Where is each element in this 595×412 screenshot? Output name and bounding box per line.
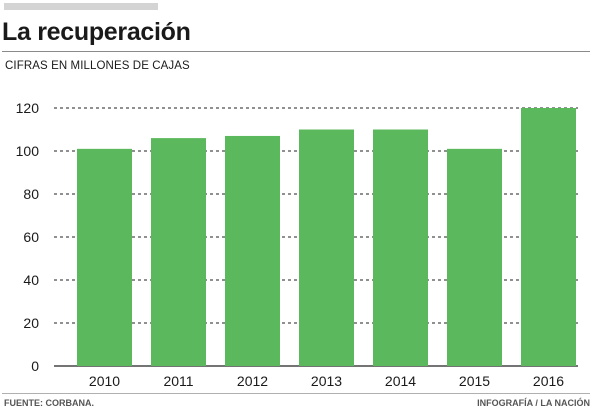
x-tick-label-2016: 2016: [533, 373, 564, 389]
title-accent-bar: [4, 3, 158, 10]
y-tick-label: 120: [16, 100, 40, 116]
bar-2016: [521, 108, 576, 366]
y-tick-label: 40: [23, 272, 39, 288]
y-tick-label: 100: [16, 143, 40, 159]
bar-2014: [373, 129, 428, 366]
chart-title: La recuperación: [2, 18, 191, 46]
y-tick-label: 60: [23, 229, 39, 245]
bar-2015: [447, 148, 502, 366]
footer-divider: [2, 393, 590, 394]
x-tick-label-2010: 2010: [89, 373, 120, 389]
credit-note: INFOGRAFÍA / LA NACIÓN: [477, 398, 590, 408]
y-tick-label: 80: [23, 186, 39, 202]
bar-2013: [299, 129, 354, 366]
y-tick-label: 20: [23, 315, 39, 331]
x-tick-label-2014: 2014: [385, 373, 416, 389]
x-tick-label-2013: 2013: [311, 373, 342, 389]
x-axis-ticks: 2010 2011 2012 2013 2014 2015 2016: [89, 373, 564, 389]
source-note: FUENTE: CORBANA.: [4, 398, 94, 408]
bar-2010: [77, 148, 132, 366]
x-tick-label-2015: 2015: [459, 373, 490, 389]
y-tick-label: 0: [31, 358, 39, 374]
x-tick-label-2012: 2012: [237, 373, 268, 389]
x-tick-label-2011: 2011: [163, 373, 193, 389]
bars: [77, 108, 576, 366]
chart-subtitle: CIFRAS EN MILLONES DE CAJAS: [5, 60, 190, 72]
bar-2012: [225, 135, 280, 366]
title-divider: [2, 51, 590, 52]
y-axis-ticks: 0 20 40 60 80 100 120: [16, 100, 40, 374]
bar-2011: [151, 138, 206, 366]
